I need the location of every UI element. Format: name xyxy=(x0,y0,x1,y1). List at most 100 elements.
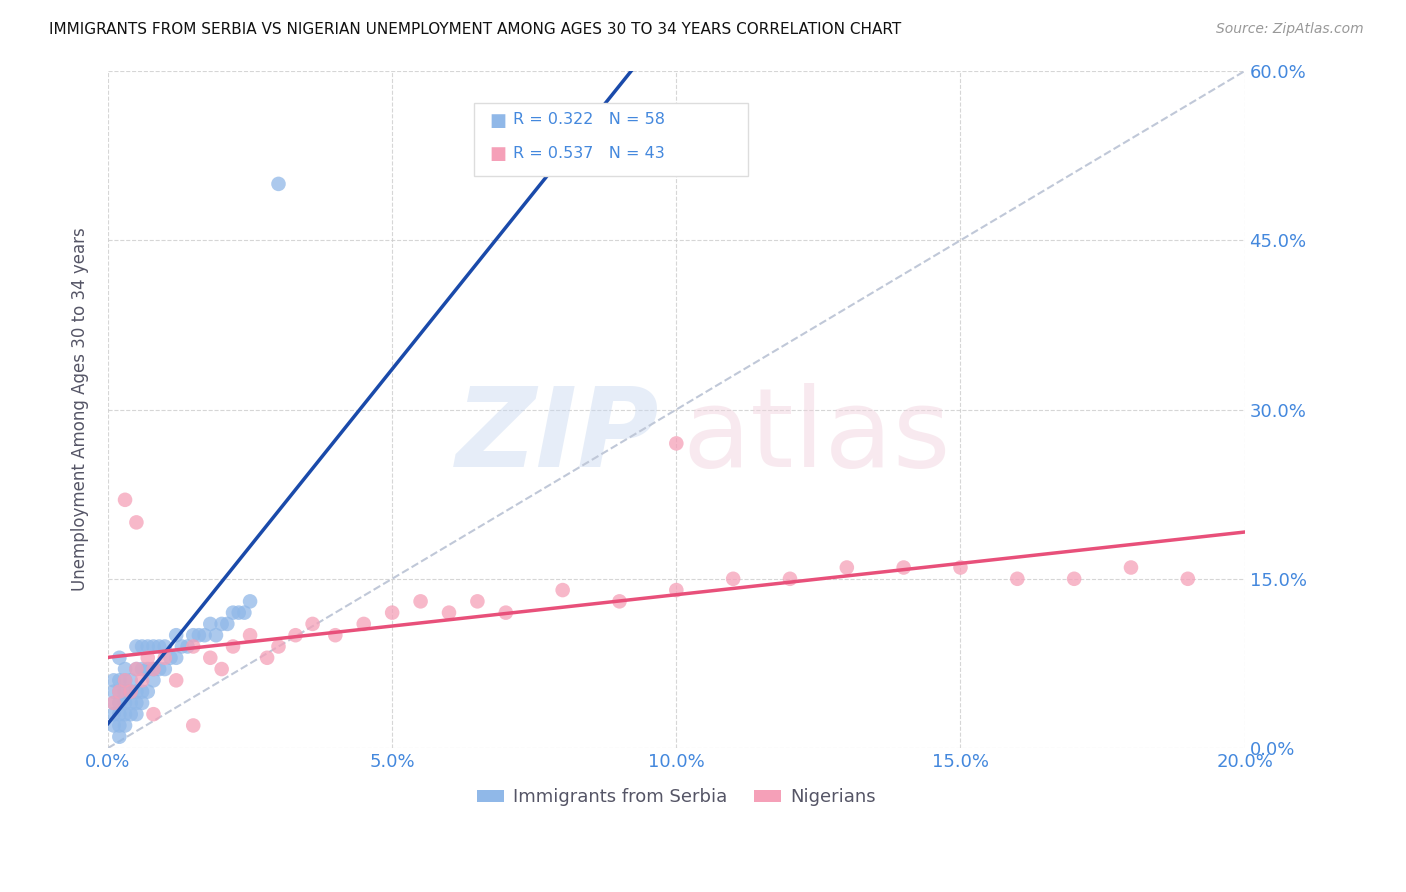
Point xyxy=(131,640,153,654)
Point xyxy=(108,730,131,744)
Point xyxy=(187,628,209,642)
Point xyxy=(1063,572,1085,586)
Point xyxy=(142,662,165,676)
Point xyxy=(949,560,972,574)
Point xyxy=(114,662,136,676)
Point xyxy=(108,707,131,722)
Point xyxy=(108,684,131,698)
Point xyxy=(437,606,460,620)
Point xyxy=(211,616,233,631)
Y-axis label: Unemployment Among Ages 30 to 34 years: Unemployment Among Ages 30 to 34 years xyxy=(72,227,89,591)
Point xyxy=(125,640,148,654)
Text: R = 0.322   N = 58: R = 0.322 N = 58 xyxy=(513,112,665,128)
Point xyxy=(176,640,198,654)
Point xyxy=(205,628,228,642)
Point xyxy=(114,673,136,688)
Point xyxy=(495,606,517,620)
Legend: Immigrants from Serbia, Nigerians: Immigrants from Serbia, Nigerians xyxy=(470,781,883,814)
Point xyxy=(181,718,204,732)
Point xyxy=(239,594,262,608)
Point xyxy=(108,673,131,688)
Point xyxy=(779,572,801,586)
Point xyxy=(142,673,165,688)
Point xyxy=(200,650,222,665)
Point xyxy=(148,662,170,676)
Text: IMMIGRANTS FROM SERBIA VS NIGERIAN UNEMPLOYMENT AMONG AGES 30 TO 34 YEARS CORREL: IMMIGRANTS FROM SERBIA VS NIGERIAN UNEMP… xyxy=(49,22,901,37)
Text: ■: ■ xyxy=(489,112,506,129)
Point xyxy=(131,696,153,710)
Point xyxy=(153,650,176,665)
Point xyxy=(103,696,125,710)
Point xyxy=(120,684,142,698)
Point xyxy=(108,696,131,710)
Point xyxy=(165,628,187,642)
Point xyxy=(125,662,148,676)
Point xyxy=(267,640,290,654)
Point xyxy=(665,436,688,450)
Point xyxy=(165,650,187,665)
Point xyxy=(228,606,250,620)
Point xyxy=(142,662,165,676)
Point xyxy=(120,707,142,722)
Point xyxy=(114,684,136,698)
Point xyxy=(131,673,153,688)
Point xyxy=(222,640,245,654)
Point xyxy=(125,662,148,676)
Point xyxy=(181,640,204,654)
Point xyxy=(217,616,239,631)
Point xyxy=(120,684,142,698)
Point xyxy=(148,640,170,654)
Point xyxy=(467,594,489,608)
Point xyxy=(142,707,165,722)
Point xyxy=(136,650,159,665)
Point xyxy=(1119,560,1142,574)
Point xyxy=(194,628,217,642)
Point xyxy=(200,616,222,631)
Point xyxy=(835,560,858,574)
Point xyxy=(108,650,131,665)
Text: ■: ■ xyxy=(489,145,506,163)
Point xyxy=(125,684,148,698)
Point xyxy=(153,662,176,676)
Point xyxy=(114,492,136,507)
Point xyxy=(103,718,125,732)
Point xyxy=(665,583,688,598)
Point xyxy=(551,583,574,598)
Point xyxy=(239,628,262,642)
Point xyxy=(409,594,432,608)
Point xyxy=(256,650,278,665)
Point xyxy=(120,696,142,710)
Point xyxy=(284,628,307,642)
Point xyxy=(125,696,148,710)
Point xyxy=(131,662,153,676)
Point xyxy=(721,572,744,586)
Point xyxy=(142,640,165,654)
Point xyxy=(301,616,323,631)
Point xyxy=(153,640,176,654)
Point xyxy=(159,650,181,665)
Point xyxy=(136,640,159,654)
Point xyxy=(114,718,136,732)
Point xyxy=(108,684,131,698)
Point xyxy=(136,662,159,676)
Point xyxy=(381,606,404,620)
Point xyxy=(233,606,256,620)
Text: atlas: atlas xyxy=(682,384,950,490)
Point xyxy=(120,673,142,688)
Point xyxy=(114,696,136,710)
Point xyxy=(131,684,153,698)
Text: ZIP: ZIP xyxy=(456,384,659,490)
Point xyxy=(170,640,193,654)
Point xyxy=(181,628,204,642)
Point xyxy=(1177,572,1199,586)
Point xyxy=(103,673,125,688)
Point xyxy=(103,696,125,710)
Point xyxy=(103,684,125,698)
Point xyxy=(114,673,136,688)
Point xyxy=(103,707,125,722)
Point xyxy=(222,606,245,620)
Text: Source: ZipAtlas.com: Source: ZipAtlas.com xyxy=(1216,22,1364,37)
Point xyxy=(165,673,187,688)
Point xyxy=(267,177,290,191)
Point xyxy=(353,616,375,631)
